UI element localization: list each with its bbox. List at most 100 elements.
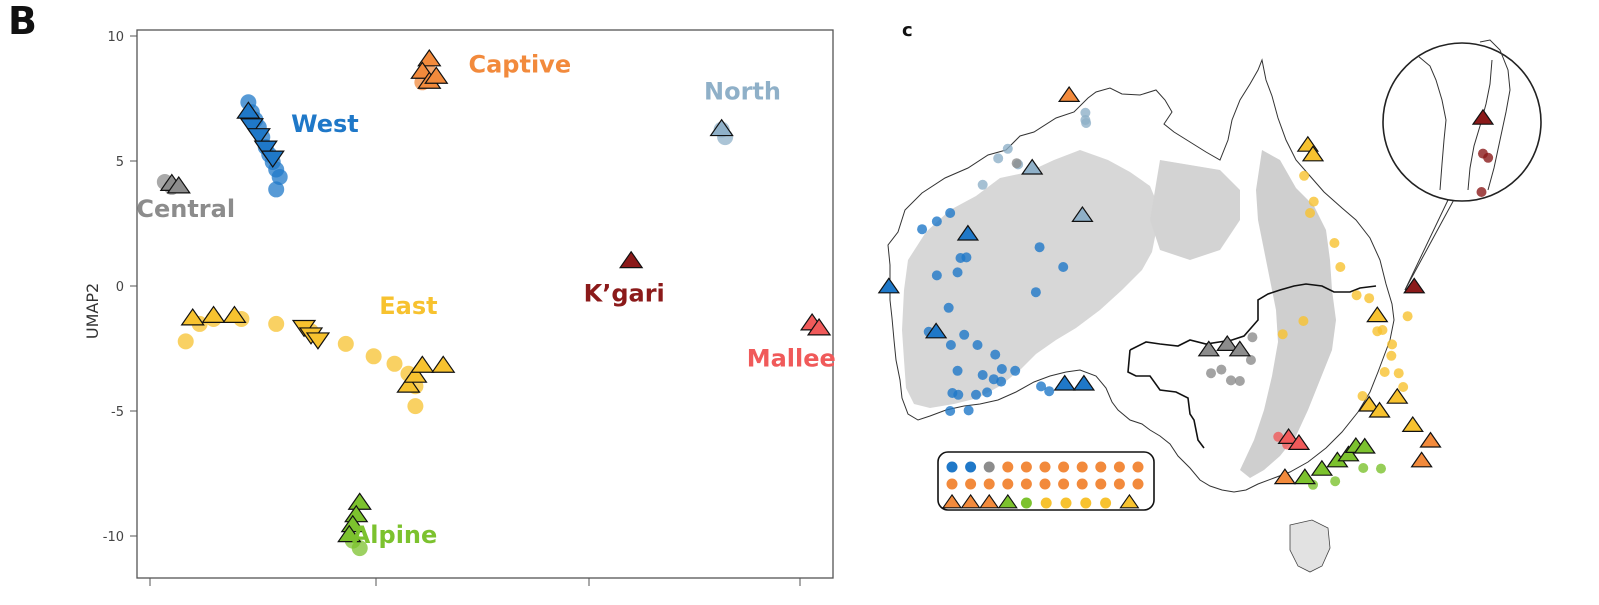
map-sample-dot [1351, 290, 1362, 301]
cluster-label: Central [136, 195, 235, 223]
map-triangle-marker [1366, 306, 1389, 323]
map-sample-dot [1398, 382, 1409, 392]
legend-dot [1039, 478, 1051, 490]
map-triangle-marker [1368, 401, 1391, 418]
y-tick-label: 0 [116, 280, 124, 295]
map-sample-dot [1375, 463, 1386, 474]
map-triangle-marker [1301, 145, 1325, 162]
map-triangle-marker [1358, 395, 1381, 412]
umap-triangle-marker [166, 175, 191, 194]
map-sample-dot [996, 364, 1007, 374]
map-sample-dot [952, 365, 963, 376]
umap-triangle-marker [806, 317, 832, 336]
legend-dot [1095, 461, 1107, 473]
map-sample-dot [945, 406, 956, 416]
map-sample-dot [1034, 242, 1045, 253]
legend-dot [1040, 497, 1052, 509]
umap-triangle-marker [396, 375, 421, 393]
map-sample-dot [1010, 365, 1021, 376]
map-sample-dot [1225, 375, 1236, 386]
legend-dot [1002, 478, 1014, 490]
umap-point [271, 168, 288, 185]
map-sample-dot [917, 224, 928, 235]
cluster-label: North [704, 78, 781, 106]
map-triangle-marker [1057, 85, 1081, 103]
map-sample-dot [1308, 196, 1319, 207]
umap-point [351, 540, 368, 557]
y-axis-label: UMAP2 [83, 283, 102, 339]
map-triangle-marker [1353, 437, 1376, 454]
legend-triangle [1119, 493, 1140, 509]
legend-dot [965, 461, 977, 473]
map-sample-dot [947, 388, 958, 398]
map-sample-dot [971, 389, 982, 400]
map-sample-dot [1483, 152, 1494, 163]
umap-point [365, 348, 382, 365]
legend-dot [946, 478, 958, 490]
umap-point [268, 315, 285, 332]
legend-dot [1132, 461, 1144, 473]
map-triangle-marker [924, 322, 948, 339]
umap-scatter-chart: B UMAP2 10 5 0 -5 -10 West Captive North Ce… [8, 0, 836, 586]
umap-point [268, 181, 285, 198]
legend-dot [1076, 461, 1088, 473]
map-sample-dot [1080, 115, 1091, 125]
map-sample-dot [963, 405, 974, 416]
map-sample-dot [1364, 293, 1375, 304]
kgari-inset-circle [1382, 42, 1542, 202]
sampling-map: c [877, 20, 1542, 573]
map-sample-dot [972, 340, 983, 350]
cluster-label: East [379, 292, 437, 320]
map-triangle-marker [877, 277, 900, 294]
map-triangle-marker [1228, 340, 1251, 357]
map-sample-dot [952, 267, 963, 278]
y-tick-label: 5 [116, 155, 124, 170]
map-sample-dot [1030, 287, 1041, 298]
map-sample-dot [1402, 311, 1413, 322]
map-sample-dot [1330, 476, 1341, 487]
map-sample-dot [1036, 381, 1047, 392]
map-sample-dot [982, 387, 993, 398]
umap-triangle-marker [337, 524, 362, 543]
map-triangle-marker [1071, 205, 1094, 222]
map-sample-dot [945, 208, 956, 218]
map-triangle-marker [1197, 340, 1220, 357]
umap-triangle-marker [239, 118, 264, 136]
umap-triangle-marker [201, 305, 226, 323]
umap-triangle-marker [410, 355, 435, 373]
legend-dot [1020, 497, 1032, 509]
legend-dot [1020, 461, 1032, 473]
map-triangle-marker [1471, 108, 1495, 125]
map-sample-dot [1058, 262, 1069, 272]
panel-b-label: B [8, 0, 37, 43]
legend-triangle [960, 493, 981, 509]
legend-triangle [997, 493, 1018, 509]
panel-b: B UMAP2 10 5 0 -5 -10 West Captive North Ce… [8, 0, 836, 586]
legend-dot [1058, 478, 1070, 490]
legend-dot [1020, 478, 1032, 490]
legend-triangle [941, 493, 963, 509]
map-triangle-marker [1401, 415, 1424, 432]
y-axis-ticks: 10 5 0 -5 -10 [103, 30, 801, 586]
map-sample-dot [1044, 386, 1055, 397]
map-triangle-marker [1410, 451, 1433, 468]
umap-triangle-marker [403, 365, 428, 383]
map-sample-dot [945, 340, 956, 350]
umap-triangle-marker [305, 332, 331, 350]
map-sample-dot [1247, 332, 1258, 343]
map-sample-dot [1298, 316, 1309, 326]
umap-triangle-marker [619, 250, 644, 269]
map-sample-dot [990, 349, 1001, 360]
legend-dot [1076, 478, 1088, 490]
y-tick-label: 10 [107, 30, 124, 45]
map-sample-dot [943, 302, 954, 313]
legend-triangle [979, 493, 1000, 509]
umap-triangle-marker [180, 307, 205, 326]
map-sample-dot [931, 270, 942, 281]
map-sample-dot [1393, 368, 1404, 379]
umap-point [407, 398, 424, 415]
umap-triangle-marker [424, 66, 449, 84]
legend-dot [1060, 497, 1072, 509]
map-sample-dot [1387, 339, 1398, 350]
map-sample-dot [1299, 170, 1310, 181]
